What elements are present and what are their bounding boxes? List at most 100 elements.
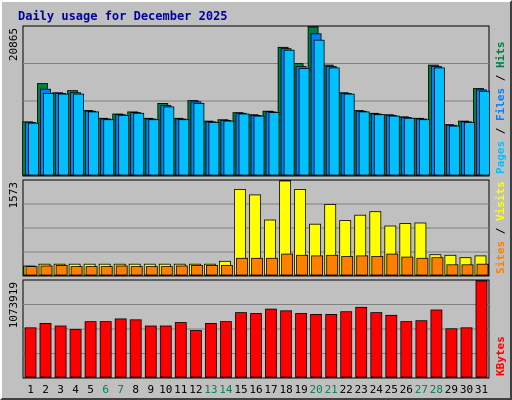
x-tick-label-day-22: 22	[340, 383, 353, 396]
x-tick-label-day-27: 27	[415, 383, 428, 396]
bar-sites-day-12	[190, 264, 203, 276]
bar-kbytes-day-1	[24, 327, 37, 378]
bar-pages-day-15	[238, 113, 250, 176]
bar-pages-day-21	[328, 67, 340, 176]
bar-kbytes-day-11	[174, 322, 187, 378]
x-tick-label-day-18: 18	[279, 383, 292, 396]
bar-sites-day-2	[40, 265, 53, 276]
bar-sites-day-19	[296, 254, 309, 276]
bar-kbytes-day-30	[460, 327, 473, 378]
bar-kbytes-day-25	[385, 314, 398, 378]
x-tick-label-day-26: 26	[400, 383, 413, 396]
bar-kbytes-day-9	[144, 325, 157, 378]
x-tick-label-day-14: 14	[219, 383, 233, 396]
legend-item: /	[494, 221, 507, 241]
legend: KBytes	[494, 336, 507, 376]
bar-kbytes-day-15	[235, 312, 247, 378]
bar-pages-day-18	[283, 49, 295, 176]
bar-pages-day-5	[88, 111, 99, 176]
bar-kbytes-day-26	[400, 321, 413, 378]
bar-sites-day-6	[100, 266, 113, 276]
legend: Pages / Files / Hits	[494, 42, 507, 175]
bar-pages-day-16	[253, 115, 265, 176]
x-tick-label-day-21: 21	[325, 383, 338, 396]
max-value-label: 1073919	[7, 282, 20, 328]
bar-kbytes-day-12	[189, 330, 202, 378]
bar-sites-day-20	[311, 255, 324, 276]
bar-sites-day-23	[356, 255, 369, 276]
bar-sites-day-11	[175, 265, 188, 276]
legend: Sites / Visits	[494, 181, 507, 274]
bar-pages-day-6	[103, 119, 115, 176]
bar-kbytes-day-20	[310, 313, 323, 378]
legend-item: Hits	[494, 42, 507, 69]
x-tick-label-day-17: 17	[264, 383, 277, 396]
bar-sites-day-25	[386, 253, 399, 276]
bar-pages-day-30	[464, 122, 475, 176]
bar-pages-day-26	[403, 117, 415, 176]
x-tick-label-day-20: 20	[309, 383, 322, 396]
legend-item: Visits	[494, 181, 507, 221]
bar-pages-day-2	[43, 93, 54, 176]
bar-pages-day-31	[479, 90, 490, 176]
bar-pages-day-19	[298, 68, 310, 176]
bar-kbytes-day-27	[415, 320, 428, 378]
bar-kbytes-day-22	[340, 311, 353, 378]
x-tick-label-day-19: 19	[294, 383, 307, 396]
bar-kbytes-day-3	[54, 325, 67, 378]
bar-kbytes-day-8	[129, 319, 142, 378]
bar-kbytes-day-14	[219, 321, 232, 378]
bar-kbytes-day-10	[159, 325, 172, 378]
bar-kbytes-day-29	[445, 328, 458, 378]
series-pages	[28, 39, 490, 176]
bar-pages-day-22	[343, 93, 355, 176]
bar-sites-day-1	[25, 266, 38, 276]
bar-sites-day-22	[341, 256, 354, 276]
bar-sites-day-21	[326, 254, 339, 276]
bar-kbytes-day-31	[475, 280, 488, 378]
x-tick-label-day-16: 16	[249, 383, 262, 396]
series-sites	[25, 253, 489, 276]
bar-pages-day-8	[133, 112, 145, 176]
x-tick-label-day-11: 11	[174, 383, 187, 396]
bar-pages-day-14	[223, 120, 235, 176]
max-value-label: 1573	[7, 182, 20, 209]
legend-item: Pages	[494, 141, 507, 174]
x-tick-label-day-28: 28	[430, 383, 443, 396]
bar-sites-day-5	[85, 266, 98, 276]
x-tick-label-day-13: 13	[204, 383, 217, 396]
bar-sites-day-26	[401, 256, 414, 276]
bar-sites-day-15	[236, 257, 248, 276]
bar-kbytes-day-23	[355, 306, 368, 378]
x-tick-label-day-10: 10	[159, 383, 172, 396]
bar-pages-day-29	[448, 125, 460, 176]
x-tick-label-day-29: 29	[445, 383, 458, 396]
bar-pages-day-7	[118, 115, 130, 176]
bar-sites-day-29	[446, 264, 459, 276]
bar-pages-day-10	[163, 106, 175, 176]
bar-pages-day-13	[208, 122, 220, 176]
bar-pages-day-11	[178, 119, 190, 176]
bar-sites-day-4	[70, 266, 83, 276]
bar-sites-day-27	[416, 257, 429, 276]
x-tick-label-day-23: 23	[355, 383, 368, 396]
x-tick-label-day-3: 3	[57, 383, 64, 396]
bar-kbytes-day-7	[114, 318, 127, 378]
bar-kbytes-day-17	[265, 308, 277, 378]
bar-sites-day-13	[205, 264, 218, 276]
legend-item: KBytes	[494, 336, 507, 376]
bar-pages-day-1	[28, 122, 39, 176]
legend-item: /	[494, 121, 507, 141]
max-value-label: 20865	[7, 28, 20, 61]
chart-title: Daily usage for December 2025	[18, 9, 228, 23]
bar-sites-day-14	[220, 264, 233, 276]
panel-pages-files-hits: 20865 Pages / Files / Hits	[7, 25, 507, 177]
bar-sites-day-9	[145, 266, 158, 276]
bar-sites-day-7	[115, 265, 128, 276]
panel-kbytes: 1073919 KBytes	[7, 279, 507, 379]
x-tick-label-day-25: 25	[385, 383, 398, 396]
bar-kbytes-day-28	[430, 309, 443, 378]
x-tick-label-day-2: 2	[42, 383, 49, 396]
bar-kbytes-day-13	[204, 322, 217, 378]
